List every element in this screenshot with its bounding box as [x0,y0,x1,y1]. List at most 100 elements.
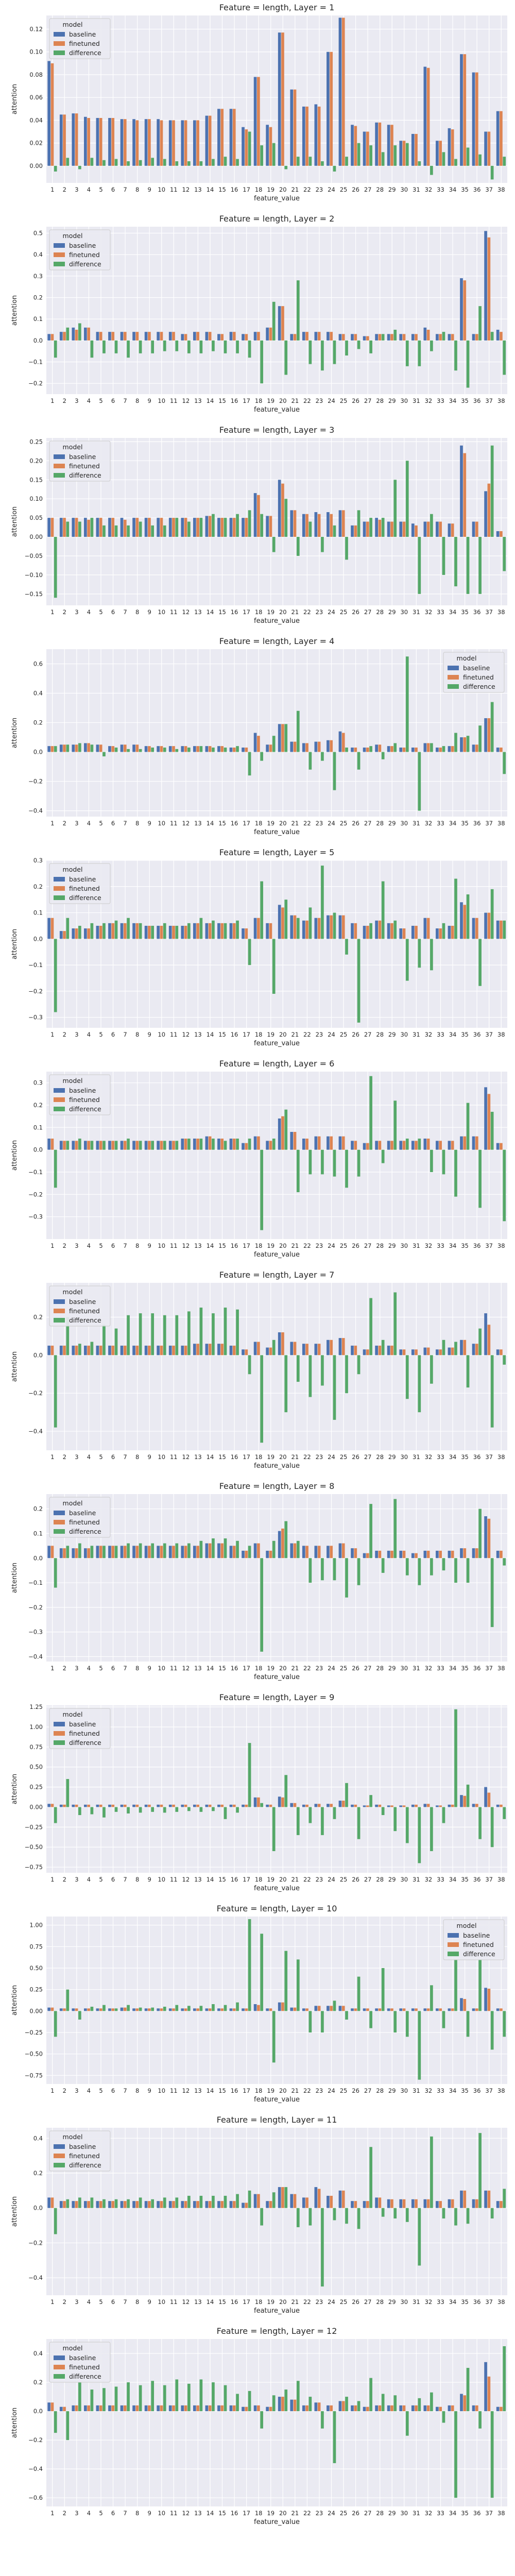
bar-finetuned-11 [172,746,175,752]
bar-finetuned-24 [330,514,333,537]
bar-baseline-21 [290,2399,294,2412]
bar-baseline-34 [448,2008,451,2011]
bar-finetuned-9 [148,518,151,537]
bar-difference-24 [333,165,336,172]
bar-difference-6 [114,2008,118,2011]
x-tick-label: 31 [413,1031,420,1038]
bar-difference-2 [66,327,70,341]
x-tick-label: 21 [291,1031,299,1038]
bar-finetuned-28 [378,1141,382,1150]
legend-swatch-finetuned [54,2365,65,2369]
bar-baseline-22 [302,106,305,166]
bar-baseline-4 [84,928,87,939]
bar-finetuned-29 [390,1345,393,1355]
legend-label-difference: difference [463,683,495,690]
bar-difference-20 [284,724,288,752]
bar-baseline-16 [229,332,233,341]
bar-difference-36 [478,2133,482,2208]
bar-finetuned-36 [475,918,478,939]
x-tick-label: 31 [413,1242,420,1249]
bar-finetuned-27 [366,925,369,939]
bar-difference-15 [224,2005,227,2011]
bar-difference-21 [296,710,300,752]
bar-finetuned-12 [184,120,187,166]
bar-finetuned-7 [123,923,127,939]
bar-difference-26 [357,752,360,770]
x-tick-label: 23 [316,397,323,404]
bar-difference-13 [199,340,203,353]
bar-baseline-27 [363,336,366,341]
bar-baseline-3 [72,744,75,752]
bar-baseline-11 [168,746,172,752]
x-tick-label: 8 [135,397,139,404]
bar-baseline-19 [266,1804,269,1807]
chart-panel-layer-3: Feature = length, Layer = 3−0.15−0.10−0.… [11,425,507,625]
bar-difference-18 [260,752,263,761]
bar-baseline-36 [472,1136,475,1150]
x-tick-label: 21 [291,2298,299,2306]
bar-baseline-25 [338,2006,342,2011]
bar-difference-30 [405,2208,409,2222]
bar-difference-20 [284,1775,288,1807]
legend-label-finetuned: finetuned [69,462,100,470]
bar-finetuned-32 [426,521,430,537]
bar-finetuned-9 [148,332,151,341]
bar-finetuned-7 [123,1804,127,1807]
legend-label-baseline: baseline [69,1087,96,1094]
bar-difference-22 [308,2011,312,2032]
bar-baseline-18 [253,2405,257,2412]
legend-label-baseline: baseline [69,30,96,38]
bar-difference-16 [236,2002,239,2011]
bar-difference-14 [212,1538,215,1558]
legend-title: model [457,654,477,662]
plot-background [46,1494,507,1662]
x-tick-label: 16 [231,1242,238,1249]
chart-panel-layer-6: Feature = length, Layer = 6−0.3−0.2−0.10… [11,1059,507,1259]
bar-difference-36 [478,537,482,594]
x-tick-label: 28 [376,2087,384,2094]
x-tick-label: 15 [218,1242,226,1249]
x-tick-label: 23 [316,608,323,616]
bar-difference-36 [478,1149,482,1208]
legend-label-finetuned: finetuned [69,2363,100,2371]
bar-finetuned-23 [317,2402,321,2412]
bar-finetuned-37 [487,1094,491,1150]
bar-difference-8 [139,2197,142,2208]
bar-baseline-9 [144,1546,148,1558]
bar-baseline-17 [242,1804,245,1807]
bar-finetuned-6 [111,1345,115,1355]
bar-difference-12 [187,748,191,752]
bar-baseline-5 [96,2405,99,2412]
bar-finetuned-36 [475,744,478,752]
bar-baseline-4 [84,743,87,752]
bar-baseline-19 [266,923,269,939]
bar-difference-8 [139,749,142,752]
bar-baseline-3 [72,327,75,341]
bar-baseline-15 [217,2405,220,2412]
plot-background [46,2128,507,2295]
bar-difference-20 [284,2187,288,2208]
bar-finetuned-15 [220,334,224,341]
x-axis-label: feature_value [254,1251,300,1259]
bar-difference-15 [224,1308,227,1355]
bar-finetuned-12 [184,2201,187,2208]
x-tick-label: 31 [413,186,420,193]
bar-finetuned-2 [63,1345,66,1355]
bar-difference-35 [466,2368,470,2412]
x-tick-label: 21 [291,397,299,404]
x-tick-label: 28 [376,608,384,616]
bar-baseline-20 [278,1332,281,1355]
x-tick-label: 5 [99,608,102,616]
bar-finetuned-18 [257,2405,260,2412]
y-tick-label: 0.15 [29,476,43,483]
legend-label-finetuned: finetuned [69,1307,100,1315]
x-tick-label: 24 [328,2298,335,2306]
bar-difference-23 [321,1558,324,1581]
y-tick-label: −0.2 [28,1389,43,1397]
legend-label-baseline: baseline [69,875,96,883]
bar-baseline-4 [84,2201,87,2208]
x-tick-label: 9 [148,1242,151,1249]
bar-baseline-21 [290,1132,294,1150]
bar-baseline-3 [72,1345,75,1355]
bar-finetuned-21 [293,1132,297,1150]
